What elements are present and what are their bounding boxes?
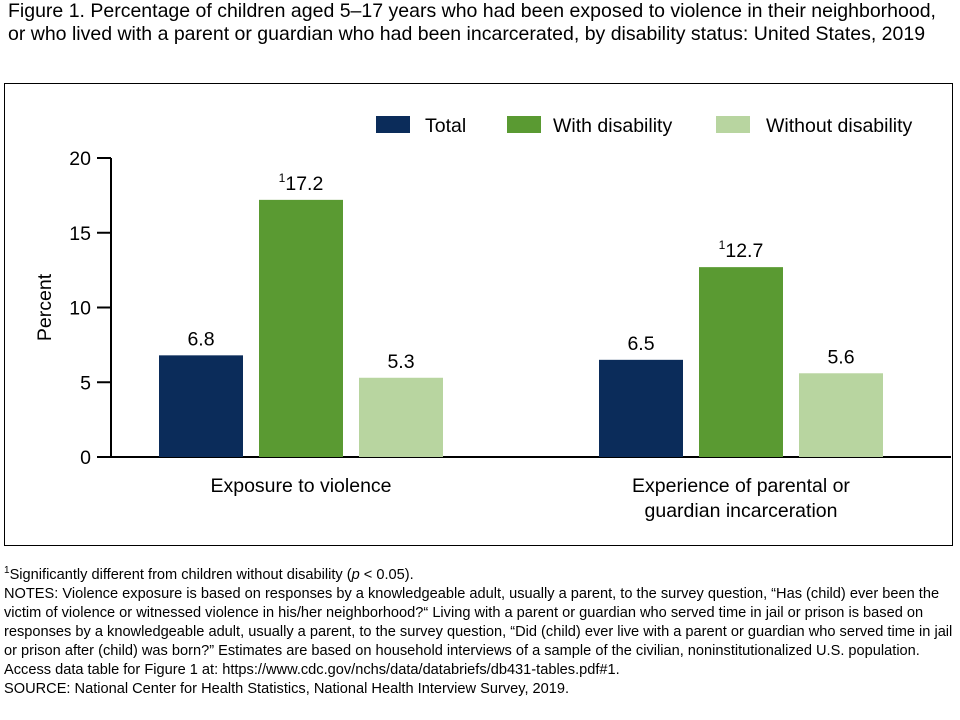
legend-swatch bbox=[376, 116, 410, 133]
data-label: 112.7 bbox=[719, 238, 764, 262]
bar bbox=[799, 373, 883, 457]
notes-text: NOTES: Violence exposure is based on res… bbox=[4, 586, 953, 678]
data-value: 17.2 bbox=[285, 173, 323, 195]
significance-mark: 1 bbox=[279, 171, 286, 185]
significance-footnote: 1Significantly different from children w… bbox=[4, 566, 954, 585]
x-category-label: guardian incarceration bbox=[645, 500, 838, 522]
y-tick-label: 20 bbox=[69, 148, 91, 170]
p-symbol: p bbox=[351, 567, 360, 583]
bar bbox=[359, 377, 443, 457]
chart-frame: Total With disability Without disability 0 5… bbox=[4, 83, 953, 546]
significance-text: Significantly different from children wi… bbox=[9, 567, 352, 583]
significance-mark: 1 bbox=[719, 238, 726, 252]
legend-label: With disability bbox=[553, 115, 672, 137]
legend-label: Total bbox=[425, 115, 466, 137]
footnote-mark: 1 bbox=[4, 565, 10, 577]
y-tick-label: 10 bbox=[69, 298, 91, 320]
legend-swatch bbox=[716, 116, 750, 133]
data-label: 5.6 bbox=[827, 346, 854, 368]
data-label: 5.3 bbox=[387, 351, 414, 373]
data-value: 12.7 bbox=[725, 240, 763, 262]
significance-threshold: < 0.05). bbox=[359, 567, 414, 583]
data-label: 6.8 bbox=[187, 328, 214, 350]
footnotes: 1Significantly different from children w… bbox=[4, 566, 954, 699]
data-label: 117.2 bbox=[279, 171, 324, 195]
y-tick-label: 15 bbox=[69, 223, 91, 245]
figure-title: Figure 1. Percentage of children aged 5–… bbox=[8, 0, 936, 45]
bar bbox=[259, 199, 343, 458]
bar bbox=[159, 355, 243, 457]
legend-swatch bbox=[507, 116, 541, 133]
x-category-label: Exposure to violence bbox=[210, 475, 391, 497]
bar bbox=[699, 267, 783, 457]
data-label: 6.5 bbox=[627, 333, 654, 355]
y-axis-label: Percent bbox=[34, 273, 56, 341]
legend-label: Without disability bbox=[766, 115, 913, 137]
y-tick-label: 0 bbox=[80, 447, 91, 469]
source-text: SOURCE: National Center for Health Stati… bbox=[4, 681, 570, 697]
x-category-label: Experience of parental or bbox=[632, 475, 850, 497]
bar bbox=[599, 359, 683, 457]
bar-chart: Total With disability Without disability 0 5… bbox=[34, 115, 951, 522]
y-tick-label: 5 bbox=[80, 372, 91, 394]
